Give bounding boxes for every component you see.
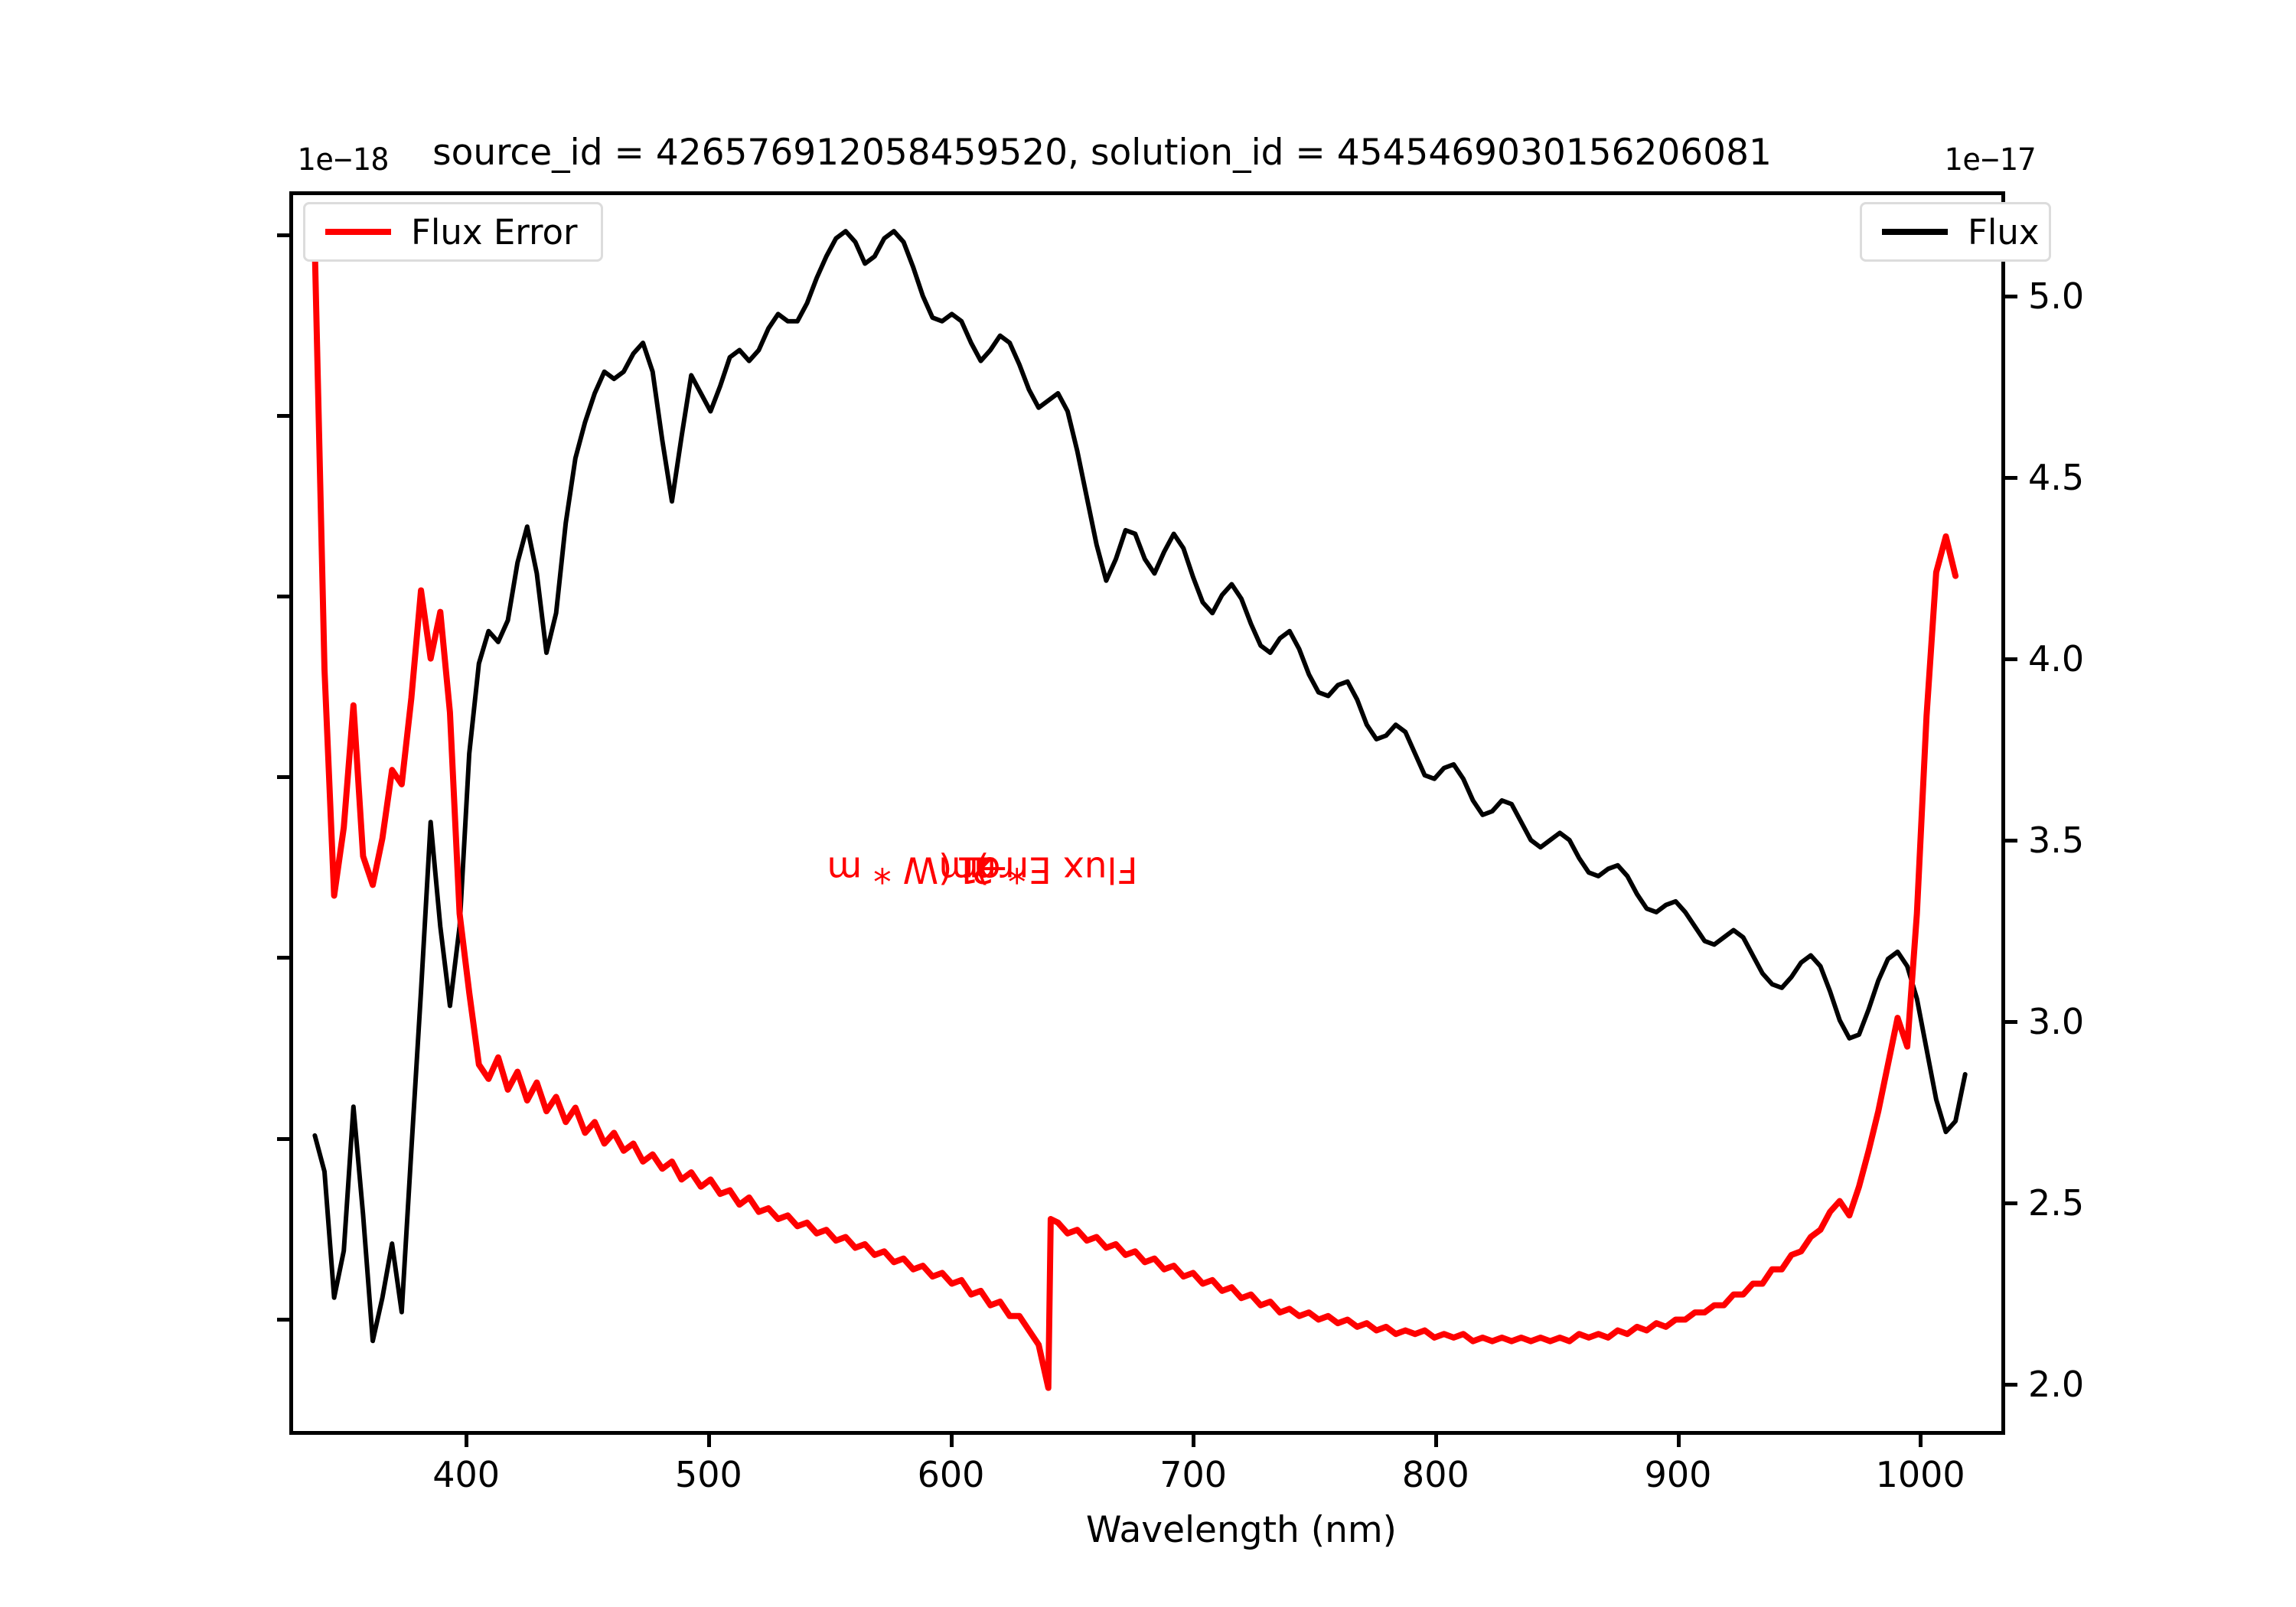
left-y-tick-mark [277, 1317, 289, 1322]
chart-title-text: source_id = 426576912058459520, solution… [432, 132, 1772, 174]
x-tick-label: 400 [432, 1454, 501, 1495]
right-axis-offset-label: 1e−17 [1944, 142, 2037, 178]
left-y-tick-mark [277, 1136, 289, 1141]
x-tick-mark [949, 1435, 954, 1447]
right-y-tick-label: 4.0 [2028, 638, 2085, 680]
right-y-tick-mark [2005, 839, 2017, 843]
x-tick-label: 500 [674, 1454, 742, 1495]
left-y-tick-mark [277, 413, 289, 418]
plot-area [289, 191, 2005, 1435]
right-y-tick-mark [2005, 1201, 2017, 1205]
right-y-tick-mark [2005, 476, 2017, 481]
right-y-tick-label: 5.0 [2028, 275, 2085, 318]
left-y-tick-mark [277, 775, 289, 780]
flux-line-series [312, 229, 1968, 1344]
x-axis-label-text: Wavelength (nm) [1086, 1509, 1397, 1551]
chart-title: source_id = 426576912058459520, solution… [0, 132, 2296, 174]
legend-flux-error-label: Flux Error [411, 211, 578, 253]
x-axis-label: Wavelength (nm) [0, 1509, 2296, 1551]
left-y-tick-mark [277, 233, 289, 237]
left-axis-offset-label: 1e−18 [297, 142, 390, 178]
x-tick-mark [1433, 1435, 1438, 1447]
right-y-tick-mark [2005, 657, 2017, 662]
right-y-tick-label: 3.5 [2028, 820, 2085, 862]
right-y-tick-label: 4.5 [2028, 457, 2085, 499]
right-y-tick-mark [2005, 295, 2017, 299]
x-tick-mark [1919, 1435, 1923, 1447]
legend-flux-label: Flux [1968, 211, 2040, 253]
x-tick-label: 1000 [1875, 1454, 1965, 1495]
legend-flux-error-swatch [325, 229, 391, 235]
x-tick-mark [706, 1435, 711, 1447]
x-tick-label: 800 [1401, 1454, 1469, 1495]
right-y-tick-label: 2.0 [2028, 1363, 2085, 1405]
x-tick-label: 600 [917, 1454, 985, 1495]
legend-flux-swatch [1882, 229, 1948, 235]
left-y-tick-mark [277, 956, 289, 960]
legend-flux-error[interactable]: Flux Error [303, 202, 603, 262]
x-tick-label: 900 [1644, 1454, 1712, 1495]
flux-error-line-series [311, 246, 1959, 1391]
right-y-tick-mark [2005, 1019, 2017, 1024]
right-y-tick-mark [2005, 1382, 2017, 1387]
legend-flux[interactable]: Flux [1860, 202, 2051, 262]
x-tick-mark [465, 1435, 469, 1447]
right-y-tick-label: 3.0 [2028, 1000, 2085, 1042]
left-y-tick-mark [277, 595, 289, 599]
plot-svg [311, 229, 1968, 1391]
x-tick-mark [1676, 1435, 1681, 1447]
right-y-tick-label: 2.5 [2028, 1182, 2085, 1224]
x-tick-label: 700 [1159, 1454, 1228, 1495]
x-tick-mark [1192, 1435, 1196, 1447]
